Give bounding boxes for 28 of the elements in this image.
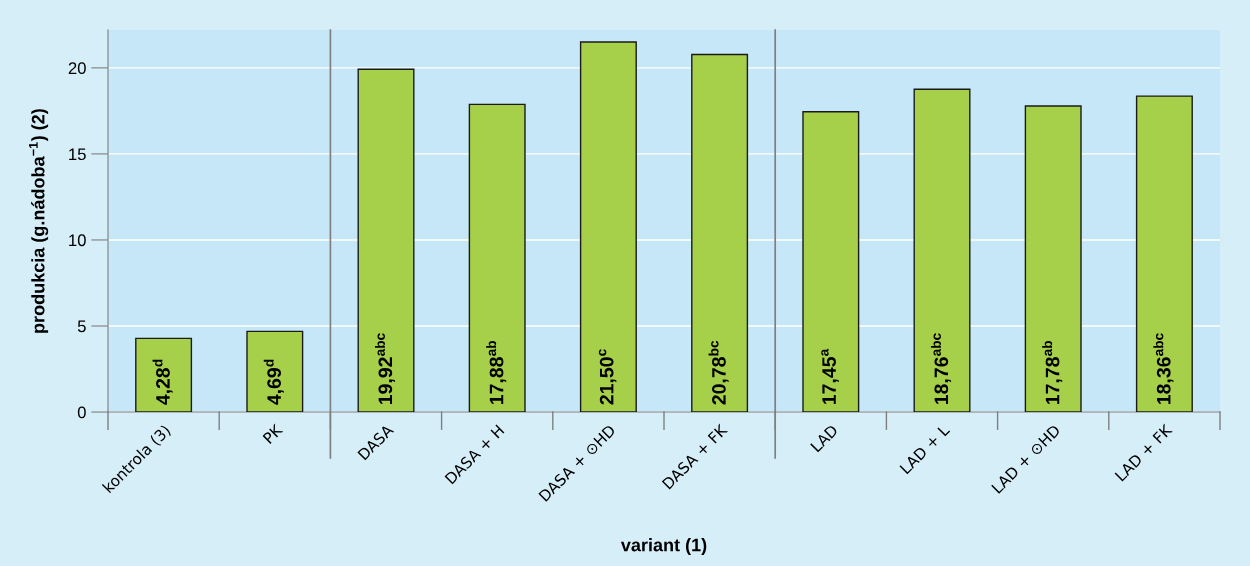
- bar: [1024, 105, 1082, 413]
- bar: [468, 103, 526, 413]
- bar: [357, 68, 415, 413]
- y-tick-label: 5: [77, 320, 86, 333]
- data-label: 19,92$^{abc}$: [374, 333, 396, 404]
- data-label: 18,36$^{abc}$: [1153, 333, 1174, 404]
- data-label: 17,45$^{a}$: [821, 348, 839, 404]
- y-tick-label: 15: [69, 148, 86, 161]
- bar: [913, 88, 971, 413]
- y-tick-label: 10: [69, 234, 86, 247]
- bar: [579, 41, 637, 413]
- bar: [135, 337, 193, 413]
- y-axis-title: produkcia (g.nádoba$^{−1}$) (2): [28, 109, 49, 333]
- data-label: 20,78$^{bc}$: [708, 340, 729, 405]
- data-label: 18,76$^{abc}$: [930, 333, 952, 404]
- data-label: 21,50$^{c}$: [598, 349, 617, 405]
- x-tick-label: PK: [262, 423, 284, 444]
- data-label: 4,28$^{d}$: [152, 359, 173, 405]
- y-tick-label: 20: [68, 62, 86, 75]
- x-axis-title: variant (1): [620, 538, 707, 555]
- data-label: 4,69$^{d}$: [263, 359, 284, 405]
- bar: [1135, 95, 1193, 413]
- bar: [246, 330, 304, 413]
- data-label: 17,78$^{ab}$: [1042, 341, 1063, 404]
- bar: [691, 53, 749, 413]
- y-tick-label: 0: [77, 406, 86, 419]
- data-label: 17,88$^{ab}$: [486, 341, 507, 404]
- bar: [802, 111, 860, 413]
